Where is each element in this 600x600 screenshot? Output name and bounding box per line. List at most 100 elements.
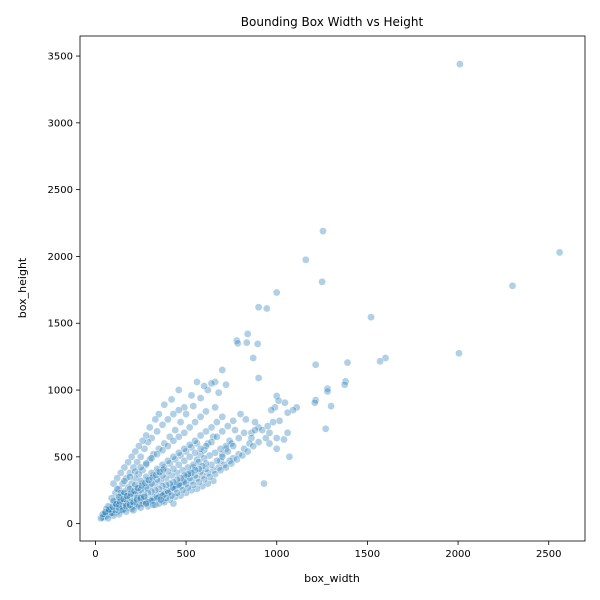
data-point-398: [148, 473, 157, 482]
data-point-340: [142, 473, 150, 481]
data-point-307: [254, 438, 263, 446]
data-point-240: [138, 436, 147, 445]
x-tick-label-1000: 1000: [264, 549, 289, 560]
data-point-50: [236, 410, 245, 418]
y-tick-label-0: 0: [67, 519, 73, 530]
data-point-272: [158, 446, 167, 455]
data-point-401: [159, 465, 168, 474]
data-point-118: [211, 448, 219, 457]
data-point-12: [376, 357, 384, 366]
data-point-354: [180, 471, 189, 480]
data-point-330: [196, 431, 205, 440]
data-point-283: [213, 432, 221, 441]
data-point-236: [155, 410, 163, 418]
data-point-332: [185, 440, 194, 449]
data-point-216: [193, 439, 201, 448]
data-point-41: [285, 452, 294, 461]
data-point-189: [129, 506, 138, 515]
data-point-49: [242, 415, 250, 424]
data-point-196: [245, 439, 254, 448]
x-tick-label-2000: 2000: [445, 549, 470, 560]
data-point-22: [341, 377, 350, 386]
data-point-280: [229, 416, 237, 425]
data-point-315: [211, 470, 219, 479]
data-point-188: [136, 503, 145, 512]
data-point-95: [176, 418, 185, 426]
data-point-286: [196, 444, 205, 453]
data-point-306: [272, 434, 281, 442]
data-point-247: [113, 474, 121, 483]
data-point-278: [126, 473, 134, 481]
data-point-44: [265, 439, 274, 448]
data-point-235: [160, 400, 169, 409]
data-point-374: [107, 509, 116, 517]
data-point-40: [280, 435, 288, 444]
data-point-27: [310, 398, 319, 407]
data-point-282: [218, 427, 227, 436]
data-point-304: [258, 426, 267, 434]
data-point-51: [231, 426, 239, 434]
data-point-287: [191, 448, 199, 457]
y-tick-label-500: 500: [54, 452, 73, 463]
data-point-149: [153, 427, 161, 436]
data-point-275: [142, 459, 150, 468]
data-point-201: [218, 452, 227, 461]
data-point-276: [136, 463, 145, 472]
x-axis: 0 500 1000 1500 2000 2500: [92, 541, 561, 560]
data-point-37: [267, 406, 276, 414]
data-point-238: [145, 423, 154, 432]
data-point-141: [200, 382, 208, 390]
data-point-197: [240, 428, 248, 437]
data-point-139: [214, 388, 223, 397]
data-point-288: [185, 452, 194, 461]
data-point-1: [555, 248, 564, 257]
data-point-3: [301, 255, 310, 264]
data-point-345: [115, 493, 123, 501]
data-point-335: [169, 452, 178, 461]
data-point-33: [272, 392, 281, 400]
data-point-274: [147, 454, 156, 463]
data-point-14: [311, 360, 320, 369]
data-point-6: [272, 288, 281, 297]
data-point-142: [193, 378, 201, 386]
data-point-2: [319, 227, 327, 235]
data-point-15: [243, 330, 252, 338]
y-tick-label-3000: 3000: [48, 118, 73, 129]
data-point-265: [196, 412, 205, 421]
data-point-148: [158, 420, 167, 429]
data-point-262: [149, 501, 158, 509]
data-point-273: [153, 450, 161, 459]
data-point-21: [254, 374, 263, 382]
data-point-338: [153, 465, 161, 473]
data-point-328: [207, 423, 216, 432]
data-point-47: [251, 418, 259, 426]
data-point-242: [131, 447, 140, 456]
data-point-243: [127, 452, 136, 461]
data-point-35: [281, 398, 289, 407]
data-point-13: [343, 358, 352, 367]
data-point-311: [232, 455, 241, 464]
data-point-39: [283, 428, 292, 437]
data-point-9: [367, 313, 375, 322]
data-point-29: [321, 424, 330, 433]
data-point-246: [117, 469, 125, 477]
data-point-244: [124, 458, 132, 467]
data-point-344: [120, 489, 129, 497]
data-point-96: [171, 426, 179, 434]
data-point-152: [140, 444, 149, 453]
data-point-194: [251, 426, 259, 434]
data-point-7: [254, 303, 263, 312]
data-point-199: [229, 442, 237, 450]
data-point-239: [142, 431, 150, 440]
y-tick-label-1500: 1500: [48, 319, 73, 330]
data-point-341: [136, 477, 145, 485]
data-point-318: [194, 478, 203, 487]
data-point-18: [233, 339, 242, 348]
data-point-279: [120, 477, 129, 485]
x-tick-label-1500: 1500: [355, 549, 380, 560]
data-point-268: [180, 428, 189, 437]
data-point-339: [147, 469, 156, 477]
data-point-334: [174, 448, 183, 457]
data-point-267: [185, 423, 194, 432]
data-point-20: [249, 354, 257, 362]
